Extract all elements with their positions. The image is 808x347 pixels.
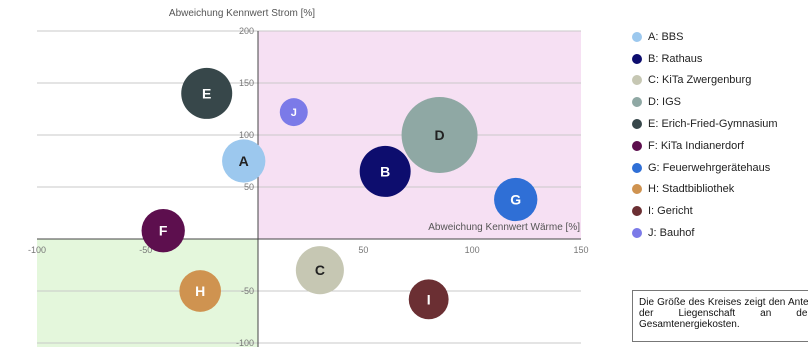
legend-label: J: Bauhof <box>648 227 695 240</box>
bubble-b: B <box>359 145 411 197</box>
legend-swatch <box>632 31 642 42</box>
legend-item-c: C: KiTa Zwergenburg <box>632 70 778 92</box>
bubble-circle <box>494 177 538 222</box>
legend: A: BBS B: Rathaus C: KiTa Zwergenburg D: IG… <box>632 26 778 244</box>
x-axis-label: Abweichung Kennwert Wärme [%] <box>428 222 580 233</box>
legend-label: B: Rathaus <box>648 52 703 65</box>
bubble-j: J <box>279 98 308 127</box>
bubble-label: F <box>159 223 168 239</box>
legend-label: D: IGS <box>648 96 682 109</box>
legend-item-j: J: Bauhof <box>632 222 778 244</box>
y-tick-label: 150 <box>239 78 254 88</box>
bubbles: A B C D E F G H I J <box>141 67 538 320</box>
bubble-label: I <box>427 291 431 307</box>
bubble-label: G <box>510 191 521 207</box>
quadrant-lower-left <box>37 239 258 347</box>
x-tick-label: -50 <box>139 245 152 255</box>
y-tick-label: -100 <box>236 338 254 347</box>
size-note: Die Größe des Kreises zeigt den Anteil d… <box>632 290 808 342</box>
bubble-label: E <box>202 85 211 101</box>
legend-item-g: G: Feuerwehrgerätehaus <box>632 157 778 179</box>
y-tick-label: -50 <box>241 286 254 296</box>
legend-item-h: H: Stadtbibliothek <box>632 179 778 201</box>
legend-label: H: Stadtbibliothek <box>648 183 735 196</box>
legend-swatch <box>632 184 642 195</box>
legend-swatch <box>632 206 642 217</box>
bubble-circle <box>222 139 266 183</box>
bubble-circle <box>401 97 478 173</box>
legend-item-b: B: Rathaus <box>632 48 778 70</box>
x-tick-label: 50 <box>358 245 368 255</box>
legend-label: F: KiTa Indianerdorf <box>648 139 744 152</box>
legend-item-e: E: Erich-Fried-Gymnasium <box>632 113 778 135</box>
legend-swatch <box>632 97 642 108</box>
bubble-chart: -100 -50 50 100 150 200 150 100 50 -50 -100 Abweic… <box>28 8 589 347</box>
legend-swatch <box>632 140 642 151</box>
bubble-circle <box>295 246 344 295</box>
legend-label: C: KiTa Zwergenburg <box>648 74 752 87</box>
legend-label: A: BBS <box>648 30 684 43</box>
x-tick-label: 100 <box>465 245 480 255</box>
y-tick-label: 50 <box>244 182 254 192</box>
bubble-d: D <box>401 97 478 173</box>
legend-label: G: Feuerwehrgerätehaus <box>648 161 771 174</box>
y-tick-label: 200 <box>239 26 254 36</box>
tick-labels: -100 -50 50 100 150 200 150 100 50 -50 -100 <box>28 26 589 347</box>
legend-swatch <box>632 119 642 130</box>
bubble-circle <box>179 270 222 312</box>
bubble-label: B <box>380 163 390 179</box>
legend-label: I: Gericht <box>648 205 693 218</box>
bubble-circle <box>408 279 449 320</box>
bubble-label: D <box>434 127 444 143</box>
grid-lines <box>37 30 581 344</box>
bubble-e: E <box>181 67 233 119</box>
bubble-circle <box>141 209 185 253</box>
bubble-circle <box>359 145 411 197</box>
legend-swatch <box>632 53 642 64</box>
x-tick-label: -100 <box>28 245 46 255</box>
legend-item-i: I: Gericht <box>632 200 778 222</box>
bubble-f: F <box>141 209 185 253</box>
bubble-a: A <box>222 139 266 183</box>
bubble-label: J <box>291 107 297 119</box>
bubble-i: I <box>408 279 449 320</box>
bubble-circle <box>279 98 308 127</box>
legend-item-a: A: BBS <box>632 26 778 48</box>
legend-item-d: D: IGS <box>632 91 778 113</box>
legend-item-f: F: KiTa Indianerdorf <box>632 135 778 157</box>
bubble-circle <box>181 67 233 119</box>
legend-label: E: Erich-Fried-Gymnasium <box>648 118 778 131</box>
bubble-g: G <box>494 177 538 222</box>
y-axis-label: Abweichung Kennwert Strom [%] <box>169 8 315 19</box>
x-tick-label: 150 <box>573 245 588 255</box>
legend-swatch <box>632 228 642 239</box>
bubble-label: C <box>315 262 325 278</box>
legend-swatch <box>632 162 642 173</box>
bubble-c: C <box>295 246 344 295</box>
bubble-h: H <box>179 270 222 312</box>
legend-swatch <box>632 75 642 86</box>
bubble-label: H <box>195 283 205 299</box>
bubble-label: A <box>239 153 249 169</box>
y-tick-label: 100 <box>239 130 254 140</box>
